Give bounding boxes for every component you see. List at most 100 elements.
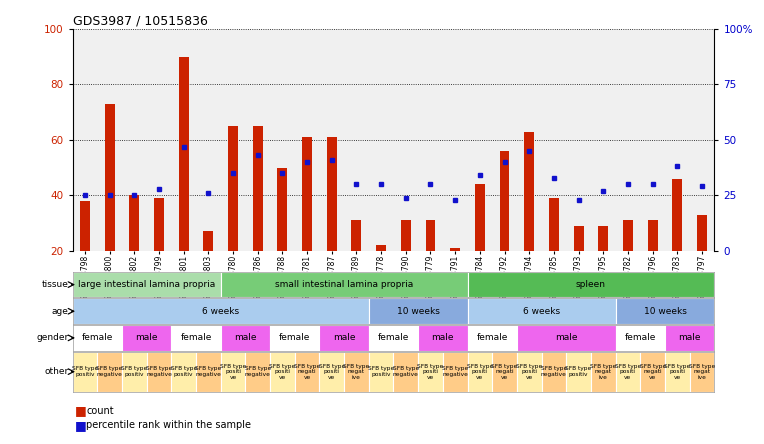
Bar bbox=[73, 298, 369, 324]
Text: count: count bbox=[86, 406, 114, 416]
Bar bbox=[344, 352, 369, 392]
Text: 6 weeks: 6 weeks bbox=[202, 307, 239, 316]
Text: female: female bbox=[279, 333, 310, 342]
Text: SFB type
negat
ive: SFB type negat ive bbox=[590, 364, 617, 380]
Text: tissue: tissue bbox=[42, 280, 69, 289]
Bar bbox=[542, 352, 566, 392]
Bar bbox=[517, 325, 616, 351]
Text: SFB type
positiv: SFB type positiv bbox=[170, 366, 197, 377]
Bar bbox=[549, 198, 558, 251]
Bar bbox=[295, 352, 319, 392]
Bar bbox=[179, 56, 189, 251]
Text: SFB type
positi
ve: SFB type positi ve bbox=[615, 364, 641, 380]
Bar bbox=[277, 168, 287, 251]
Bar bbox=[443, 352, 468, 392]
Text: SFB type
negative: SFB type negative bbox=[196, 366, 222, 377]
Text: SFB type
negative: SFB type negative bbox=[442, 366, 468, 377]
Text: female: female bbox=[377, 333, 410, 342]
Bar bbox=[418, 325, 468, 351]
Bar bbox=[228, 126, 238, 251]
Text: percentile rank within the sample: percentile rank within the sample bbox=[86, 420, 251, 430]
Bar bbox=[623, 220, 633, 251]
Bar bbox=[468, 352, 492, 392]
Bar bbox=[122, 352, 147, 392]
Bar bbox=[171, 352, 196, 392]
Text: SFB type
negative: SFB type negative bbox=[96, 366, 123, 377]
Text: other: other bbox=[44, 367, 69, 376]
Bar bbox=[327, 137, 337, 251]
Text: SFB type
negative: SFB type negative bbox=[244, 366, 270, 377]
Text: SFB type
positi
ve: SFB type positi ve bbox=[319, 364, 345, 380]
Text: SFB type
negative: SFB type negative bbox=[146, 366, 172, 377]
Bar bbox=[369, 298, 468, 324]
Bar bbox=[221, 272, 468, 297]
Bar bbox=[697, 215, 707, 251]
Text: male: male bbox=[432, 333, 454, 342]
Text: SFB type
positi
ve: SFB type positi ve bbox=[664, 364, 691, 380]
Text: SFB type
negati
ve: SFB type negati ve bbox=[491, 364, 518, 380]
Bar bbox=[591, 352, 616, 392]
Text: SFB type
negative: SFB type negative bbox=[541, 366, 567, 377]
Bar bbox=[351, 220, 361, 251]
Bar bbox=[302, 137, 312, 251]
Text: female: female bbox=[82, 333, 113, 342]
Text: SFB type
negat
ive: SFB type negat ive bbox=[343, 364, 370, 380]
Text: SFB type
positiv: SFB type positiv bbox=[368, 366, 394, 377]
Text: female: female bbox=[180, 333, 212, 342]
Bar bbox=[270, 325, 319, 351]
Text: SFB type
positi
ve: SFB type positi ve bbox=[516, 364, 542, 380]
Text: SFB type
positiv: SFB type positiv bbox=[565, 366, 591, 377]
Bar bbox=[690, 352, 714, 392]
Bar bbox=[648, 220, 658, 251]
Text: male: male bbox=[678, 333, 701, 342]
Bar bbox=[475, 184, 485, 251]
Text: SFB type
positi
ve: SFB type positi ve bbox=[220, 364, 246, 380]
Text: SFB type
positi
ve: SFB type positi ve bbox=[467, 364, 493, 380]
Text: ■: ■ bbox=[75, 419, 86, 432]
Bar bbox=[450, 248, 460, 251]
Bar bbox=[129, 195, 139, 251]
Text: small intestinal lamina propria: small intestinal lamina propria bbox=[275, 280, 413, 289]
Text: 6 weeks: 6 weeks bbox=[523, 307, 560, 316]
Bar bbox=[73, 272, 221, 297]
Bar bbox=[640, 352, 665, 392]
Bar bbox=[517, 352, 542, 392]
Bar bbox=[105, 104, 115, 251]
Bar bbox=[574, 226, 584, 251]
Text: age: age bbox=[52, 307, 69, 316]
Text: female: female bbox=[625, 333, 656, 342]
Bar bbox=[221, 352, 245, 392]
Bar bbox=[401, 220, 411, 251]
Text: male: male bbox=[555, 333, 578, 342]
Bar bbox=[672, 179, 682, 251]
Bar bbox=[203, 231, 213, 251]
Text: SFB type
negat
ive: SFB type negat ive bbox=[689, 364, 715, 380]
Text: ■: ■ bbox=[75, 404, 86, 417]
Bar bbox=[319, 325, 369, 351]
Text: male: male bbox=[333, 333, 355, 342]
Text: male: male bbox=[234, 333, 257, 342]
Bar bbox=[468, 325, 517, 351]
Bar bbox=[154, 198, 164, 251]
Text: large intestinal lamina propria: large intestinal lamina propria bbox=[78, 280, 215, 289]
Text: male: male bbox=[135, 333, 158, 342]
Bar bbox=[418, 352, 443, 392]
Bar bbox=[270, 352, 295, 392]
Bar bbox=[616, 298, 714, 324]
Text: SFB type
negati
ve: SFB type negati ve bbox=[639, 364, 665, 380]
Text: spleen: spleen bbox=[576, 280, 606, 289]
Bar bbox=[73, 352, 97, 392]
Bar bbox=[253, 126, 263, 251]
Bar bbox=[122, 325, 171, 351]
Text: 10 weeks: 10 weeks bbox=[643, 307, 686, 316]
Text: female: female bbox=[477, 333, 508, 342]
Bar bbox=[171, 325, 221, 351]
Bar bbox=[616, 352, 640, 392]
Text: SFB type
positi
ve: SFB type positi ve bbox=[417, 364, 444, 380]
Text: SFB type
positiv: SFB type positiv bbox=[72, 366, 98, 377]
Bar bbox=[492, 352, 517, 392]
Text: gender: gender bbox=[37, 333, 69, 342]
Bar bbox=[566, 352, 591, 392]
Bar bbox=[598, 226, 608, 251]
Bar bbox=[468, 298, 616, 324]
